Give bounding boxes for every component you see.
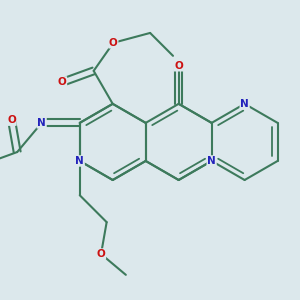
Text: O: O	[97, 249, 105, 259]
Text: N: N	[75, 156, 84, 166]
Text: N: N	[240, 99, 249, 109]
Text: O: O	[7, 115, 16, 125]
Text: O: O	[109, 38, 118, 48]
Text: N: N	[207, 156, 216, 166]
Text: O: O	[58, 77, 67, 87]
Text: N: N	[37, 118, 46, 128]
Text: O: O	[174, 61, 183, 71]
